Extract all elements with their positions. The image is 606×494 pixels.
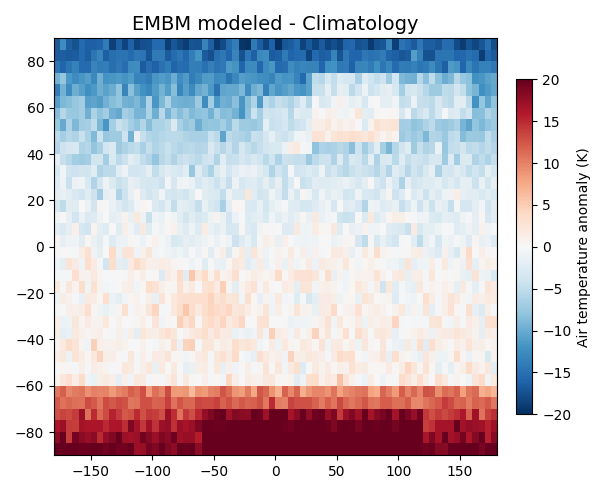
Title: EMBM modeled - Climatology: EMBM modeled - Climatology	[132, 15, 419, 34]
Y-axis label: Air temperature anomaly (K): Air temperature anomaly (K)	[577, 147, 591, 347]
